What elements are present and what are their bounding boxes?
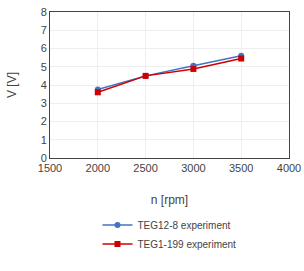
svg-text:2000: 2000 (86, 162, 110, 174)
svg-text:4: 4 (41, 79, 47, 91)
svg-text:6: 6 (41, 42, 47, 54)
svg-text:TEG12-8 experiment: TEG12-8 experiment (138, 220, 231, 231)
svg-text:3: 3 (41, 97, 47, 109)
svg-text:3000: 3000 (181, 162, 205, 174)
svg-text:TEG1-199 experiment: TEG1-199 experiment (138, 239, 237, 250)
svg-text:2: 2 (41, 115, 47, 127)
svg-text:5: 5 (41, 61, 47, 73)
svg-text:4000: 4000 (277, 162, 301, 174)
svg-text:7: 7 (41, 24, 47, 36)
svg-text:2500: 2500 (133, 162, 157, 174)
svg-text:V [V]: V [V] (5, 72, 19, 98)
svg-text:3500: 3500 (229, 162, 253, 174)
svg-text:1: 1 (41, 134, 47, 146)
svg-text:0: 0 (41, 152, 47, 164)
svg-text:1500: 1500 (38, 162, 62, 174)
svg-text:8: 8 (41, 6, 47, 18)
svg-text:n [rpm]: n [rpm] (151, 193, 188, 207)
